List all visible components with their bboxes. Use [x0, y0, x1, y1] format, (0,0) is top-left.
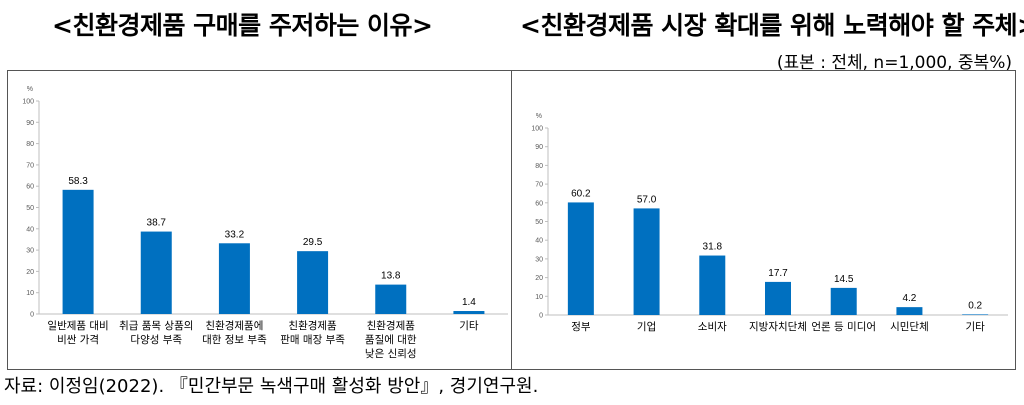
right-y-tick-label: 50	[535, 219, 543, 226]
right-bar-chart: % 0 10 20 30 40 50 60 70 80 90 100 60.2 정부 57.0 기업 31.8 소…	[531, 113, 1008, 333]
left-y-tick-label: 70	[26, 162, 34, 169]
right-category-label: 소비자	[698, 321, 727, 333]
left-category-label: 판매 매장 부족	[280, 334, 345, 346]
left-value-label: 1.4	[462, 297, 476, 308]
left-y-unit-label: %	[27, 86, 33, 93]
left-y-tick-label: 80	[26, 141, 34, 148]
left-bar	[453, 311, 485, 314]
left-y-tick-label: 0	[30, 312, 34, 319]
left-y-tick-label: 10	[26, 290, 34, 297]
right-category-label: 기타	[965, 321, 985, 333]
right-bar	[567, 202, 594, 315]
source-note: 자료: 이정임(2022). 『민간부문 녹색구매 활성화 방안』, 경기연구원…	[4, 376, 539, 397]
right-bar	[699, 255, 726, 315]
right-category-label: 정부	[571, 321, 591, 333]
right-value-label: 0.2	[968, 300, 982, 311]
left-bar	[218, 243, 250, 314]
left-value-label: 58.3	[68, 176, 88, 187]
left-y-tick-label: 20	[26, 269, 34, 276]
sample-note: (표본 : 전체, n=1,000, 중복%)	[776, 53, 1012, 73]
left-y-tick-label: 60	[26, 184, 34, 191]
left-category-label: 친환경제품에	[205, 319, 263, 332]
right-category-label: 언론 등 미디어	[811, 321, 876, 333]
right-chart-title: <친환경제품 시장 확대를 위해 노력해야 할 주체>	[520, 11, 1024, 40]
right-bar	[633, 208, 660, 315]
right-y-tick-label: 90	[535, 144, 543, 151]
right-bar	[896, 307, 923, 315]
left-value-label: 13.8	[381, 271, 401, 282]
right-y-tick-label: 70	[535, 182, 543, 189]
left-value-label: 33.2	[225, 229, 245, 240]
left-bar	[375, 284, 407, 314]
right-y-tick-label: 100	[531, 126, 543, 133]
left-y-tick-label: 90	[26, 120, 34, 127]
left-chart-panel: % 0 10 20 30 40 50 60 70 80 90 100 58.3 일반제품 대비 비싼 가격 3…	[7, 70, 512, 370]
left-category-label: 친환경제품	[288, 319, 337, 332]
left-bar	[62, 189, 94, 314]
left-y-tick-label: 30	[26, 248, 34, 255]
left-value-label: 38.7	[147, 218, 167, 229]
left-category-label: 대한 정보 부족	[202, 334, 267, 346]
left-chart-title: <친환경제품 구매를 주저하는 이유>	[52, 11, 433, 40]
left-category-label: 취급 품목 상품의	[119, 320, 193, 332]
right-value-label: 60.2	[571, 188, 591, 199]
right-category-label: 지방자치단체	[749, 321, 807, 333]
left-bar	[140, 231, 172, 314]
left-y-tick-label: 50	[26, 205, 34, 212]
right-bar	[765, 281, 791, 315]
left-category-label: 비싼 가격	[57, 333, 99, 346]
right-value-label: 17.7	[768, 268, 788, 279]
right-value-label: 4.2	[902, 293, 916, 304]
right-value-label: 14.5	[834, 274, 854, 285]
left-value-label: 29.5	[303, 237, 323, 248]
left-y-tick-label: 100	[22, 99, 34, 106]
left-category-label: 일반제품 대비	[47, 319, 108, 332]
right-y-tick-label: 20	[535, 275, 543, 282]
right-value-label: 57.0	[637, 194, 657, 205]
right-bar	[830, 287, 857, 315]
left-category-label: 낮은 신뢰성	[365, 348, 417, 360]
right-category-label: 시민단체	[890, 321, 929, 333]
left-category-label: 품질에 대한	[365, 334, 417, 346]
left-y-tick-label: 40	[26, 226, 34, 233]
right-y-tick-label: 30	[535, 256, 543, 263]
right-y-unit-label: %	[536, 113, 542, 120]
right-y-tick-label: 10	[535, 294, 543, 301]
left-category-label: 다양성 부족	[130, 334, 182, 346]
right-y-tick-label: 0	[539, 313, 543, 320]
left-category-label: 친환경제품	[367, 319, 416, 332]
right-y-tick-label: 80	[535, 163, 543, 170]
right-chart-panel: % 0 10 20 30 40 50 60 70 80 90 100 60.2 정부 57.0 기업 31.8 소…	[511, 70, 1016, 370]
right-y-tick-label: 60	[535, 200, 543, 207]
left-category-label: 기타	[459, 320, 479, 332]
right-bar	[962, 314, 989, 315]
right-y-tick-label: 40	[535, 238, 543, 245]
right-value-label: 31.8	[703, 242, 723, 253]
left-bar	[297, 251, 329, 314]
right-category-label: 기업	[637, 320, 656, 333]
